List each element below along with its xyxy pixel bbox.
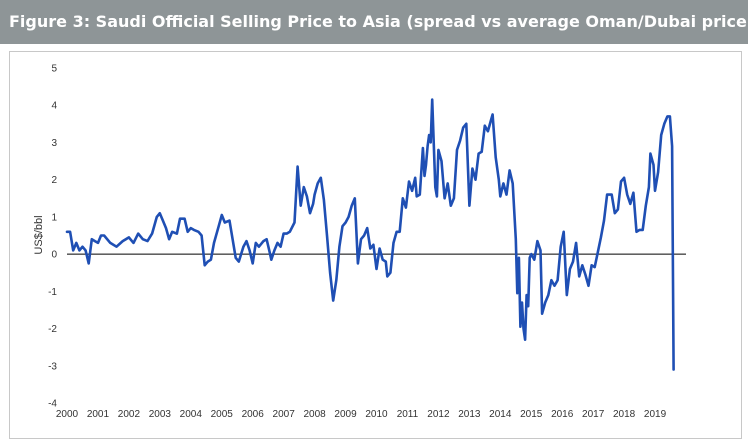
y-tick-label: 2	[51, 175, 57, 186]
x-tick-label: 2015	[520, 409, 543, 420]
y-tick-label: 1	[51, 212, 57, 223]
y-tick-label: 5	[51, 64, 57, 75]
x-tick-label: 2012	[427, 409, 450, 420]
x-tick-label: 2008	[303, 409, 326, 420]
y-axis-label-group: US$/bbl	[33, 215, 45, 254]
chart-frame	[9, 51, 742, 439]
y-tick-label: 3	[51, 138, 57, 149]
y-tick-label: -3	[48, 361, 57, 372]
x-tick-label: 2006	[242, 409, 265, 420]
series-line	[65, 98, 675, 371]
x-tick-label: 2002	[118, 409, 141, 420]
y-tick-label: -2	[48, 324, 57, 335]
x-tick-label: 2005	[211, 409, 234, 420]
x-axis-ticks: 2000 2001 2002 2003 2004 2005 2006 2007 2008 2009…	[56, 409, 667, 420]
x-tick-label: 2001	[87, 409, 110, 420]
x-tick-label: 2017	[582, 409, 605, 420]
y-tick-label: -1	[48, 287, 57, 298]
x-tick-label: 2010	[365, 409, 388, 420]
chart-title: Figure 3: Saudi Official Selling Price t…	[0, 0, 748, 44]
x-tick-label: 2018	[613, 409, 636, 420]
y-axis-ticks: 5 4 3 2 1 0 -1 -2 -3 -4	[48, 64, 57, 410]
x-tick-label: 2013	[458, 409, 481, 420]
y-tick-label: 0	[51, 250, 57, 261]
x-tick-label: 2009	[334, 409, 357, 420]
x-tick-label: 2014	[489, 409, 512, 420]
y-tick-label: -4	[48, 399, 57, 410]
x-tick-label: 2007	[273, 409, 296, 420]
x-tick-label: 2019	[644, 409, 667, 420]
x-tick-label: 2000	[56, 409, 79, 420]
y-axis-label: US$/bbl	[33, 215, 45, 254]
x-tick-label: 2004	[180, 409, 203, 420]
y-tick-label: 4	[51, 101, 57, 112]
x-tick-label: 2016	[551, 409, 574, 420]
x-tick-label: 2003	[149, 409, 172, 420]
x-tick-label: 2011	[397, 409, 419, 420]
